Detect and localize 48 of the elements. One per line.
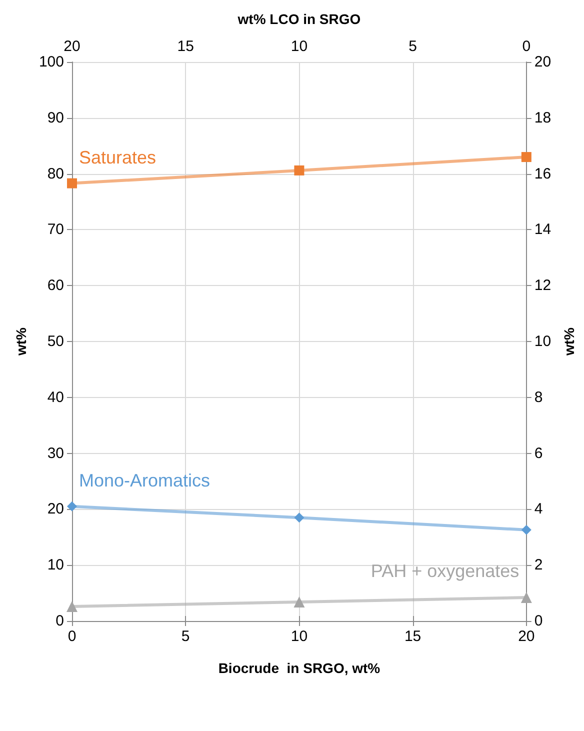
point xyxy=(66,600,78,612)
x2-axis-title: wt% LCO in SRGO xyxy=(236,11,361,27)
x-tick-label: 15 xyxy=(404,628,422,645)
y2-tick-label: 12 xyxy=(534,277,552,294)
x-tick-label: 20 xyxy=(518,628,535,645)
y-tick-label: 0 xyxy=(56,612,64,630)
x2-tick-label: 5 xyxy=(408,38,417,55)
y2-tick-label: 8 xyxy=(534,388,543,406)
point xyxy=(294,165,304,176)
series-label: PAH + oxygenates xyxy=(370,561,520,582)
y2-tick-label: 6 xyxy=(534,444,543,462)
y-tick-label: 80 xyxy=(47,165,64,182)
y-tick-label: 50 xyxy=(47,333,64,350)
point xyxy=(67,178,77,188)
x2-tick-label: 10 xyxy=(290,38,308,55)
y-tick-label: 70 xyxy=(47,221,64,238)
y2-tick-label: 0 xyxy=(534,612,543,630)
y-tick-label: 30 xyxy=(47,444,64,462)
point xyxy=(521,524,532,535)
series-label: Saturates xyxy=(79,147,156,168)
y2-axis-title: wt% xyxy=(561,326,577,356)
y2-tick-label: 4 xyxy=(534,500,543,518)
y2-tick-label: 16 xyxy=(534,165,552,182)
y2-tick-label: 20 xyxy=(534,54,552,70)
point xyxy=(520,592,532,604)
series-label: Mono-Aromatics xyxy=(79,470,210,490)
point xyxy=(521,152,532,162)
y-tick-label: 90 xyxy=(47,109,64,126)
y-axis-title: wt% xyxy=(13,326,30,356)
x-tick-label: 5 xyxy=(181,628,190,645)
x2-tick-label: 15 xyxy=(177,38,194,55)
point xyxy=(294,596,305,608)
y-tick-label: 40 xyxy=(47,388,64,406)
y-tick-label: 20 xyxy=(47,500,64,518)
x-axis-title: Biocrude in SRGO, wt% xyxy=(218,660,381,676)
y2-tick-label: 2 xyxy=(534,556,543,574)
x-tick-label: 10 xyxy=(290,628,308,645)
y-tick-label: 100 xyxy=(38,54,64,70)
x-tick-label: 0 xyxy=(68,628,76,645)
x2-tick-label: 20 xyxy=(64,38,80,55)
y2-tick-label: 14 xyxy=(534,221,552,238)
y2-tick-label: 10 xyxy=(534,333,552,350)
point xyxy=(294,512,304,523)
y-tick-label: 60 xyxy=(47,277,64,294)
x2-tick-label: 0 xyxy=(522,38,531,55)
y2-tick-label: 18 xyxy=(534,109,552,126)
point xyxy=(67,501,77,512)
y-tick-label: 10 xyxy=(47,556,64,574)
